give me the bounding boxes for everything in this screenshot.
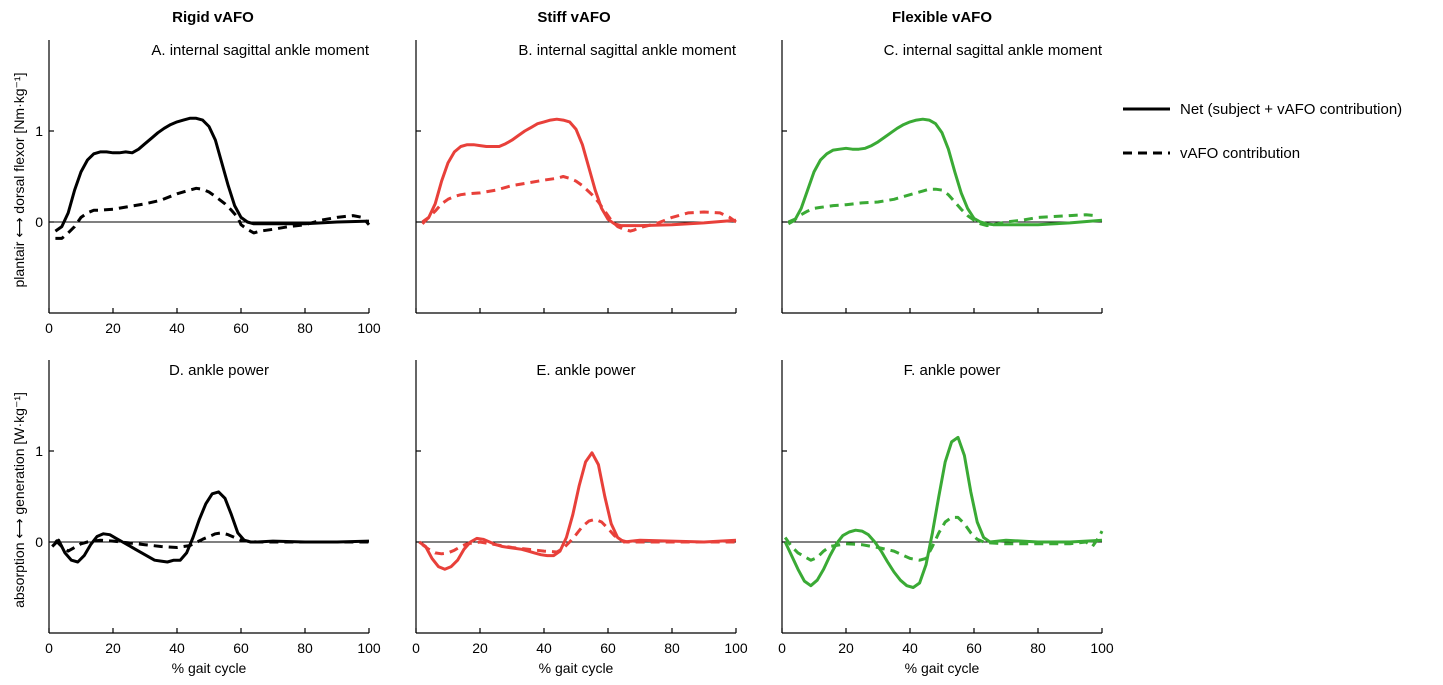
x-tick-label: 60: [233, 640, 249, 656]
x-axis-label: % gait cycle: [172, 660, 247, 676]
legend-label-net: Net (subject + vAFO contribution): [1180, 101, 1402, 118]
x-tick-label: 40: [169, 320, 185, 336]
x-tick-label: 100: [357, 320, 381, 336]
column-title-rigid: Rigid vAFO: [172, 9, 254, 26]
panel-f: 0 20 40 60 80 100 % gait cycle F. ankle power: [778, 360, 1114, 676]
x-tick-label: 100: [1090, 640, 1114, 656]
x-tick-label: 80: [664, 640, 680, 656]
x-tick-label: 60: [966, 640, 982, 656]
series-line-net: [421, 117, 737, 228]
series-line-vafo: [54, 531, 369, 553]
x-tick-label: 60: [600, 640, 616, 656]
x-tick-label: 20: [472, 640, 488, 656]
x-tick-label: 0: [45, 640, 53, 656]
x-tick-label: 0: [778, 640, 786, 656]
panel-c: C. internal sagittal ankle moment: [781, 40, 1103, 314]
x-tick-label: 20: [838, 640, 854, 656]
legend-label-vafo: vAFO contribution: [1180, 145, 1300, 162]
x-tick-label: 100: [357, 640, 381, 656]
x-tick-label: 20: [105, 320, 121, 336]
x-axis-label: % gait cycle: [905, 660, 980, 676]
panel-title: A. internal sagittal ankle moment: [151, 42, 369, 59]
y-tick-label: 0: [35, 214, 43, 230]
series-line-vafo: [55, 186, 371, 240]
y-tick-label: 1: [35, 443, 43, 459]
panel-title: E. ankle power: [536, 362, 635, 379]
x-axis-label: % gait cycle: [539, 660, 614, 676]
panel-title: D. ankle power: [169, 362, 269, 379]
panel-title: B. internal sagittal ankle moment: [518, 42, 736, 59]
series-line-vafo: [421, 175, 737, 233]
x-tick-label: 0: [412, 640, 420, 656]
series-line-vafo: [783, 515, 1104, 562]
x-tick-label: 80: [297, 640, 313, 656]
x-tick-label: 60: [233, 320, 249, 336]
series-line-vafo: [421, 517, 736, 556]
panel-e: 0 20 40 60 80 100 % gait cycle E. ankle power: [412, 360, 748, 676]
series-line-net: [787, 117, 1103, 227]
legend: Net (subject + vAFO contribution) vAFO c…: [1123, 101, 1402, 162]
x-tick-label: 80: [1030, 640, 1046, 656]
series-line-vafo: [787, 187, 1096, 228]
x-tick-label: 0: [45, 320, 53, 336]
series-line-net: [54, 116, 370, 233]
x-tick-label: 40: [902, 640, 918, 656]
x-tick-label: 100: [724, 640, 748, 656]
panel-b: B. internal sagittal ankle moment: [415, 40, 737, 314]
panel-title: F. ankle power: [904, 362, 1001, 379]
y-axis-label-moment: plantair ⟷ dorsal flexor [Nm·kg⁻¹]: [11, 73, 27, 288]
x-tick-label: 40: [169, 640, 185, 656]
series-line-net: [51, 490, 370, 564]
series-line-net: [783, 435, 1103, 589]
column-title-stiff: Stiff vAFO: [537, 9, 611, 26]
x-tick-label: 40: [536, 640, 552, 656]
panel-title: C. internal sagittal ankle moment: [884, 42, 1103, 59]
y-tick-label: 1: [35, 123, 43, 139]
y-axis-label-power: absorption ⟷ generation [W·kg⁻¹]: [11, 392, 27, 608]
x-tick-label: 80: [297, 320, 313, 336]
series-line-net: [418, 451, 737, 571]
y-tick-label: 0: [35, 534, 43, 550]
column-title-flexible: Flexible vAFO: [892, 9, 992, 26]
x-tick-label: 20: [105, 640, 121, 656]
